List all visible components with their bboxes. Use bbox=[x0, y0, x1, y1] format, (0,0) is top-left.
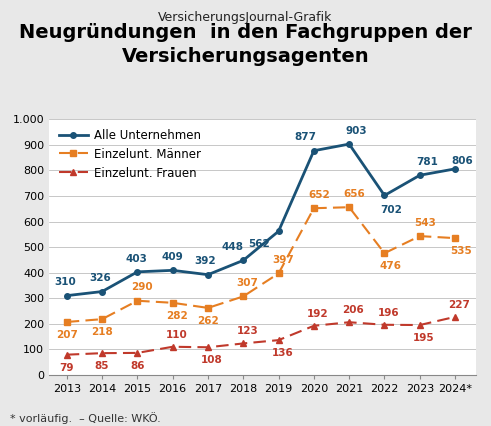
Einzelunt. Männer bbox=[240, 294, 246, 299]
Text: 282: 282 bbox=[166, 311, 188, 321]
Alle Unternehmen bbox=[382, 193, 387, 198]
Text: 326: 326 bbox=[90, 273, 111, 283]
Einzelunt. Männer bbox=[64, 320, 70, 325]
Text: 207: 207 bbox=[56, 330, 78, 340]
Einzelunt. Frauen bbox=[417, 322, 423, 328]
Alle Unternehmen bbox=[311, 148, 317, 153]
Text: 562: 562 bbox=[248, 239, 270, 249]
Alle Unternehmen bbox=[170, 268, 176, 273]
Text: 903: 903 bbox=[345, 126, 367, 136]
Text: 86: 86 bbox=[130, 361, 145, 371]
Text: 108: 108 bbox=[201, 355, 223, 366]
Einzelunt. Frauen bbox=[240, 341, 246, 346]
Text: 136: 136 bbox=[272, 348, 294, 358]
Line: Einzelunt. Männer: Einzelunt. Männer bbox=[64, 204, 458, 325]
Alle Unternehmen bbox=[205, 272, 211, 277]
Text: 79: 79 bbox=[59, 363, 74, 373]
Text: 206: 206 bbox=[342, 305, 364, 315]
Einzelunt. Männer bbox=[99, 317, 105, 322]
Alle Unternehmen bbox=[346, 141, 352, 147]
Text: 806: 806 bbox=[451, 156, 473, 166]
Alle Unternehmen bbox=[417, 173, 423, 178]
Einzelunt. Männer bbox=[346, 204, 352, 210]
Einzelunt. Frauen bbox=[170, 344, 176, 349]
Text: VersicherungsJournal-Grafik: VersicherungsJournal-Grafik bbox=[158, 11, 333, 24]
Text: Neugründungen  in den Fachgruppen der
Versicherungsagenten: Neugründungen in den Fachgruppen der Ver… bbox=[19, 23, 472, 66]
Text: 781: 781 bbox=[416, 157, 437, 167]
Text: 195: 195 bbox=[413, 333, 435, 343]
Alle Unternehmen bbox=[240, 258, 246, 263]
Alle Unternehmen bbox=[64, 293, 70, 298]
Text: 392: 392 bbox=[194, 256, 216, 266]
Einzelunt. Frauen bbox=[64, 352, 70, 357]
Einzelunt. Männer bbox=[205, 305, 211, 311]
Text: 110: 110 bbox=[166, 330, 188, 340]
Alle Unternehmen bbox=[452, 166, 458, 171]
Einzelunt. Männer bbox=[170, 300, 176, 305]
Einzelunt. Frauen bbox=[311, 323, 317, 328]
Text: 196: 196 bbox=[378, 308, 400, 318]
Einzelunt. Männer bbox=[417, 233, 423, 239]
Text: 307: 307 bbox=[237, 278, 258, 288]
Text: 310: 310 bbox=[55, 277, 76, 287]
Einzelunt. Frauen bbox=[452, 314, 458, 320]
Alle Unternehmen bbox=[135, 269, 140, 274]
Text: 85: 85 bbox=[95, 361, 109, 371]
Text: 290: 290 bbox=[131, 282, 152, 292]
Einzelunt. Frauen bbox=[205, 345, 211, 350]
Text: 227: 227 bbox=[448, 300, 470, 310]
Einzelunt. Frauen bbox=[346, 320, 352, 325]
Text: 403: 403 bbox=[125, 253, 147, 264]
Text: 877: 877 bbox=[295, 132, 317, 142]
Einzelunt. Männer bbox=[311, 206, 317, 211]
Einzelunt. Männer bbox=[382, 250, 387, 256]
Text: 476: 476 bbox=[379, 261, 401, 271]
Text: 192: 192 bbox=[307, 309, 329, 319]
Text: 656: 656 bbox=[344, 189, 366, 199]
Text: 448: 448 bbox=[221, 242, 243, 252]
Text: * vorläufig.  – Quelle: WKÖ.: * vorläufig. – Quelle: WKÖ. bbox=[10, 412, 161, 424]
Einzelunt. Männer bbox=[275, 271, 281, 276]
Text: 652: 652 bbox=[308, 190, 330, 200]
Einzelunt. Frauen bbox=[275, 337, 281, 343]
Text: 702: 702 bbox=[381, 205, 402, 215]
Legend: Alle Unternehmen, Einzelunt. Männer, Einzelunt. Frauen: Alle Unternehmen, Einzelunt. Männer, Ein… bbox=[55, 125, 205, 183]
Text: 543: 543 bbox=[414, 218, 436, 228]
Alle Unternehmen bbox=[99, 289, 105, 294]
Text: 409: 409 bbox=[162, 252, 184, 262]
Line: Alle Unternehmen: Alle Unternehmen bbox=[64, 141, 458, 299]
Einzelunt. Frauen bbox=[99, 351, 105, 356]
Alle Unternehmen bbox=[275, 229, 281, 234]
Text: 397: 397 bbox=[272, 255, 294, 265]
Text: 535: 535 bbox=[450, 246, 471, 256]
Text: 123: 123 bbox=[237, 326, 258, 337]
Einzelunt. Frauen bbox=[382, 322, 387, 327]
Text: 262: 262 bbox=[197, 316, 219, 326]
Line: Einzelunt. Frauen: Einzelunt. Frauen bbox=[64, 314, 458, 357]
Einzelunt. Männer bbox=[135, 298, 140, 303]
Text: 218: 218 bbox=[91, 327, 113, 337]
Einzelunt. Männer bbox=[452, 236, 458, 241]
Einzelunt. Frauen bbox=[135, 350, 140, 355]
